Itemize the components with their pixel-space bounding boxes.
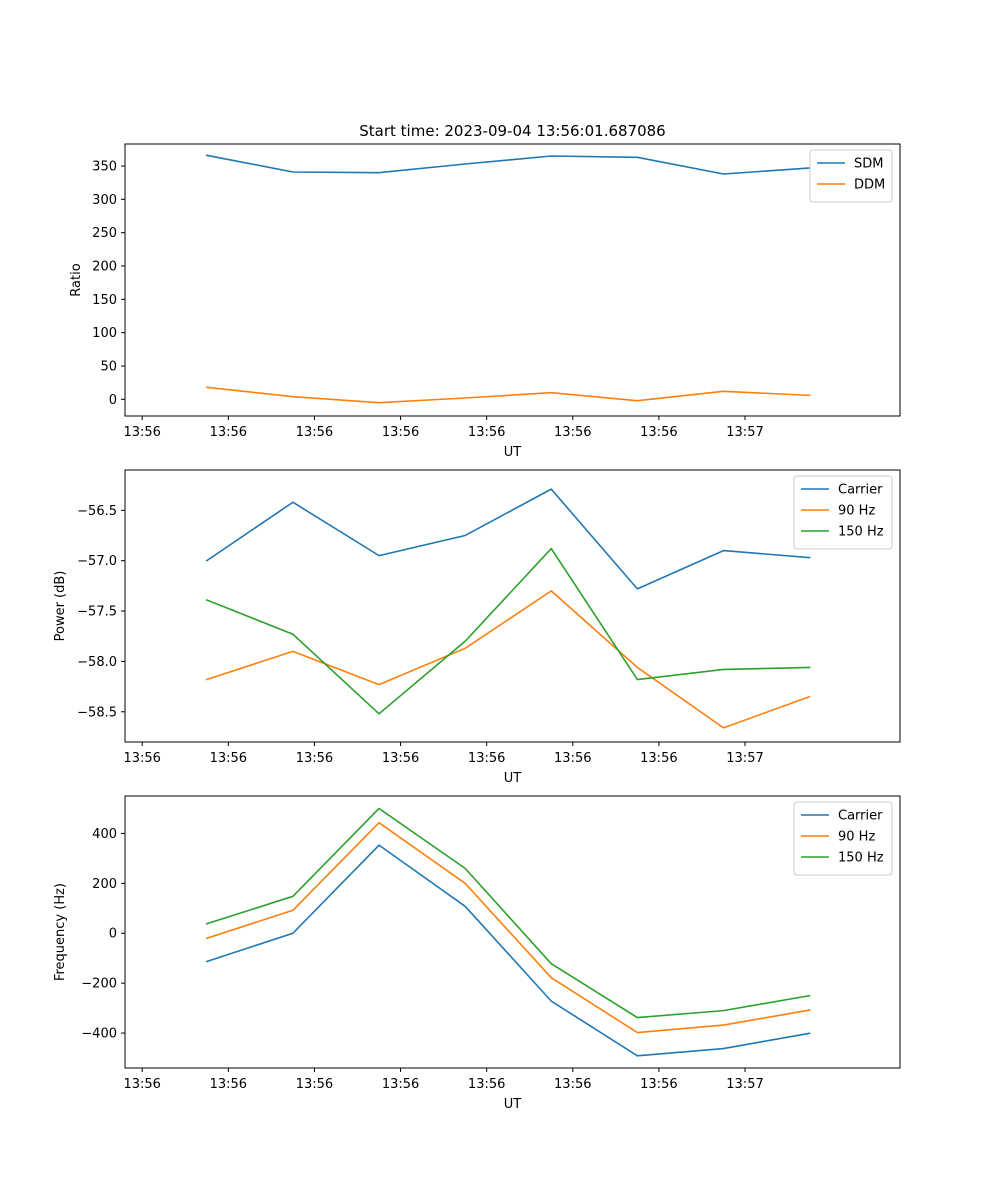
frequency-x-tick-label: 13:56 bbox=[123, 1077, 160, 1092]
ratio-y-tick-label: 50 bbox=[100, 360, 117, 375]
frequency-x-tick-label: 13:56 bbox=[468, 1077, 505, 1092]
frequency-x-tick-label: 13:56 bbox=[554, 1077, 591, 1092]
figure-title: Start time: 2023-09-04 13:56:01.687086 bbox=[359, 122, 665, 140]
frequency-x-tick-label: 13:56 bbox=[640, 1077, 677, 1092]
ratio-legend: SDM DDM bbox=[809, 149, 893, 203]
frequency-series-150-hz bbox=[205, 807, 811, 1019]
frequency-x-tick-label: 13:56 bbox=[210, 1077, 247, 1092]
frequency-legend: Carrier 90 Hz 150 Hz bbox=[793, 801, 893, 876]
power-legend-label: Carrier bbox=[838, 483, 883, 498]
power-x-tick-label: 13:56 bbox=[640, 751, 677, 766]
ratio-legend-label: SDM bbox=[854, 157, 883, 172]
power-x-tick-label: 13:56 bbox=[468, 751, 505, 766]
frequency-x-tick-label: 13:57 bbox=[726, 1077, 763, 1092]
power-x-tick-label: 13:56 bbox=[123, 751, 160, 766]
frequency-x-tick-label: 13:56 bbox=[382, 1077, 419, 1092]
power-y-tick-label: −57.0 bbox=[77, 554, 117, 569]
power-legend-label: 150 Hz bbox=[838, 525, 884, 540]
frequency-y-axis-label: Frequency (Hz) bbox=[53, 883, 68, 981]
ratio-x-tick-label: 13:56 bbox=[640, 425, 677, 440]
frequency-y-tick-label: 400 bbox=[92, 827, 117, 842]
power-x-tick-label: 13:56 bbox=[210, 751, 247, 766]
power-x-tick-label: 13:56 bbox=[296, 751, 333, 766]
ratio-x-tick-label: 13:56 bbox=[382, 425, 419, 440]
ratio-x-tick-label: 13:56 bbox=[554, 425, 591, 440]
frequency-series-90-hz bbox=[205, 821, 811, 1034]
ratio-y-tick-label: 350 bbox=[92, 160, 117, 175]
power-chart: 13:56 13:56 13:56 13:56 13:56 13:56 13:56 13:57… bbox=[53, 469, 901, 786]
ratio-legend-label: DDM bbox=[854, 178, 885, 193]
ratio-axes-frame bbox=[124, 143, 901, 417]
ratio-y-tick-label: 150 bbox=[92, 293, 117, 308]
ratio-chart: 13:56 13:56 13:56 13:56 13:56 13:56 13:56 13:57… bbox=[69, 143, 901, 460]
ratio-x-axis-label: UT bbox=[504, 445, 522, 460]
frequency-series-carrier bbox=[205, 844, 811, 1057]
power-axes-frame bbox=[124, 469, 901, 743]
power-series-carrier bbox=[205, 488, 811, 590]
ratio-x-tick-label: 13:56 bbox=[296, 425, 333, 440]
frequency-x-tick-label: 13:56 bbox=[296, 1077, 333, 1092]
ratio-y-tick-label: 200 bbox=[92, 260, 117, 275]
frequency-legend-label: 90 Hz bbox=[838, 830, 875, 845]
frequency-chart: 13:56 13:56 13:56 13:56 13:56 13:56 13:56 13:57… bbox=[53, 795, 901, 1112]
ratio-series-ddm bbox=[205, 386, 811, 404]
ratio-y-tick-label: 250 bbox=[92, 226, 117, 241]
power-x-tick-label: 13:56 bbox=[554, 751, 591, 766]
power-series-90-hz bbox=[205, 590, 811, 729]
ratio-y-tick-label: 100 bbox=[92, 326, 117, 341]
frequency-x-axis-label: UT bbox=[504, 1097, 522, 1112]
power-x-axis-label: UT bbox=[504, 771, 522, 786]
power-x-tick-label: 13:57 bbox=[726, 751, 763, 766]
power-y-axis-label: Power (dB) bbox=[53, 571, 68, 642]
frequency-axes-frame bbox=[124, 795, 901, 1069]
frequency-y-tick-label: 200 bbox=[92, 877, 117, 892]
ratio-y-axis-label: Ratio bbox=[69, 263, 84, 296]
ratio-x-tick-label: 13:56 bbox=[468, 425, 505, 440]
frequency-legend-label: 150 Hz bbox=[838, 851, 884, 866]
ratio-x-tick-label: 13:57 bbox=[726, 425, 763, 440]
power-y-tick-label: −56.5 bbox=[77, 504, 117, 519]
frequency-y-tick-label: 0 bbox=[109, 927, 117, 942]
power-series-150-hz bbox=[205, 547, 811, 715]
frequency-y-tick-label: −400 bbox=[81, 1027, 117, 1042]
ratio-y-tick-label: 0 bbox=[109, 393, 117, 408]
ratio-x-tick-label: 13:56 bbox=[210, 425, 247, 440]
power-y-tick-label: −58.5 bbox=[77, 705, 117, 720]
power-x-tick-label: 13:56 bbox=[382, 751, 419, 766]
ratio-series-sdm bbox=[205, 154, 811, 175]
frequency-legend-label: Carrier bbox=[838, 809, 883, 824]
power-y-tick-label: −58.0 bbox=[77, 655, 117, 670]
power-legend: Carrier 90 Hz 150 Hz bbox=[793, 475, 893, 550]
power-legend-label: 90 Hz bbox=[838, 504, 875, 519]
power-y-tick-label: −57.5 bbox=[77, 605, 117, 620]
frequency-y-tick-label: −200 bbox=[81, 977, 117, 992]
ratio-x-tick-label: 13:56 bbox=[123, 425, 160, 440]
ratio-y-tick-label: 300 bbox=[92, 193, 117, 208]
